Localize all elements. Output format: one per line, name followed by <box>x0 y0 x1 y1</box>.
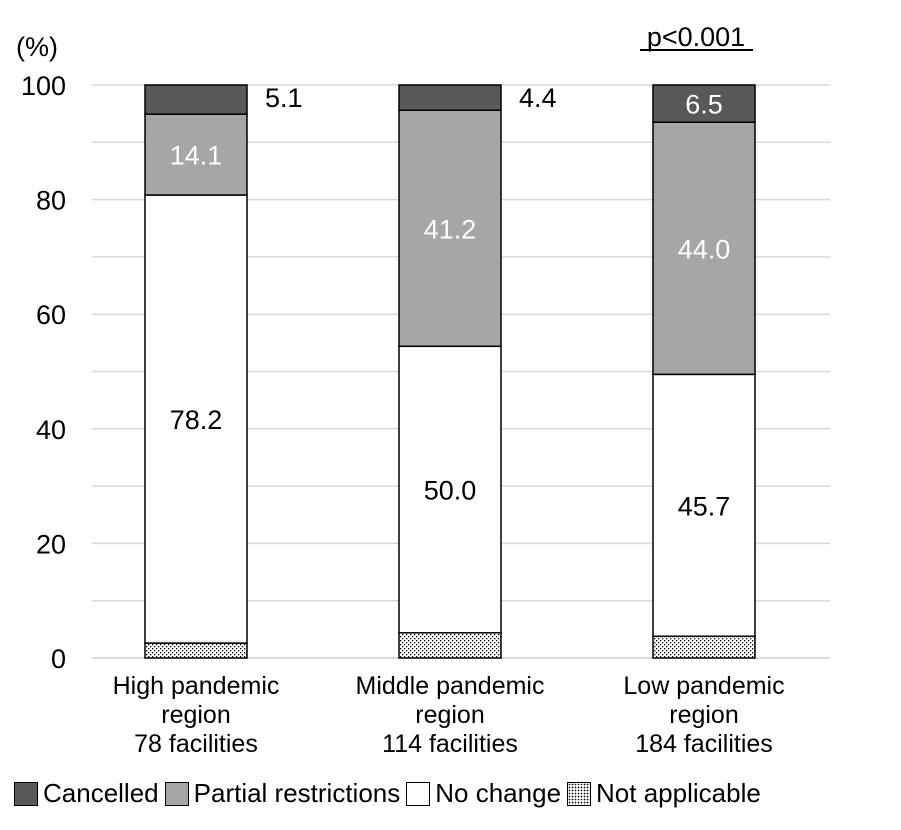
cancelled-swatch <box>14 781 38 806</box>
x-tick-label: Middle pandemic region 114 facilities <box>320 672 580 759</box>
y-unit-label: (%) <box>16 32 58 62</box>
data-label-partial-restrictions: 44.0 <box>678 234 731 264</box>
stacked-bar-chart: 0 20 40 60 80 100 78.2 14.1 5.1 50.0 41.2 4.4 45.7 4… <box>16 22 830 674</box>
x-tick-label-line: High pandemic <box>112 672 280 700</box>
bar-segment-no-change <box>652 373 756 637</box>
bar-segment-no-change <box>144 194 248 644</box>
y-tick-label: 0 <box>51 644 66 674</box>
x-tick-label: Low pandemic region 184 facilities <box>574 672 834 759</box>
legend: Cancelled Partial restrictions No change… <box>14 778 767 809</box>
x-tick-label-line: 184 facilities <box>635 730 773 758</box>
y-axis: 0 20 40 60 80 100 <box>21 71 66 674</box>
bar-segment-partial-restrictions <box>398 109 502 348</box>
x-tick-label-line: 114 facilities <box>382 730 518 758</box>
data-label-no-change: 45.7 <box>678 491 731 521</box>
data-labels: 78.2 14.1 5.1 50.0 41.2 4.4 45.7 44.0 6.5 <box>170 83 731 521</box>
bar-segment-not-applicable <box>652 635 756 659</box>
data-label-no-change: 78.2 <box>170 405 223 435</box>
data-label-cancelled: 4.4 <box>519 83 557 113</box>
bars <box>144 84 756 659</box>
bar-segment-cancelled <box>144 84 248 115</box>
x-tick-label-line: Middle pandemic <box>355 672 545 700</box>
y-tick-label: 20 <box>36 529 66 559</box>
legend-item-partial-restrictions: Partial restrictions <box>164 778 401 809</box>
legend-label-not-applicable: Not applicable <box>596 778 761 808</box>
legend-label-cancelled: Cancelled <box>43 778 159 808</box>
y-tick-label: 100 <box>21 71 66 101</box>
x-tick-label-line: Low pandemic <box>623 672 785 700</box>
data-label-partial-restrictions: 14.1 <box>170 141 223 171</box>
data-label-partial-restrictions: 41.2 <box>424 214 477 244</box>
bar-segment-cancelled <box>652 84 756 123</box>
y-tick-label: 60 <box>36 300 66 330</box>
p-value-annotation: p<0.001 <box>647 22 745 52</box>
bar-segment-no-change <box>398 345 502 634</box>
data-label-cancelled: 6.5 <box>685 90 723 120</box>
not-applicable-swatch <box>567 781 592 806</box>
x-tick-label-line: region <box>161 701 231 729</box>
legend-label-no-change: No change <box>435 778 562 808</box>
x-tick-label-line: region <box>415 701 485 729</box>
legend-item-cancelled: Cancelled <box>14 778 159 809</box>
data-label-cancelled: 5.1 <box>265 83 303 113</box>
x-tick-label-line: region <box>669 701 739 729</box>
legend-item-not-applicable: Not applicable <box>567 778 761 809</box>
legend-label-partial-restrictions: Partial restrictions <box>193 778 401 808</box>
bar-segment-cancelled <box>398 84 502 111</box>
bar-segment-partial-restrictions <box>144 113 248 196</box>
legend-item-no-change: No change <box>406 778 561 809</box>
x-tick-label: High pandemic region 78 facilities <box>66 672 326 759</box>
bar-segment-not-applicable <box>398 632 502 659</box>
x-tick-label-line: 78 facilities <box>134 730 258 758</box>
partial-restrictions-swatch <box>164 781 189 806</box>
y-tick-label: 40 <box>36 415 66 445</box>
data-label-no-change: 50.0 <box>424 476 477 506</box>
no-change-swatch <box>406 781 431 806</box>
bar-segment-not-applicable <box>144 642 248 659</box>
y-tick-label: 80 <box>36 186 66 216</box>
